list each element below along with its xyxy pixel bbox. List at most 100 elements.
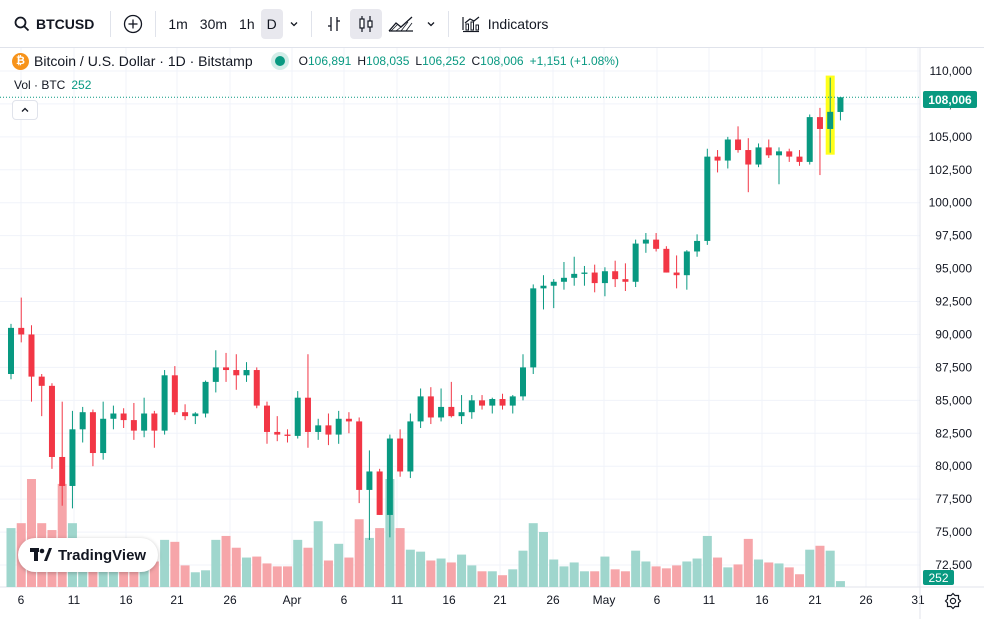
candle-body [345,418,352,422]
price-axis-label: 75,000 [935,525,972,539]
volume-bar [518,550,528,587]
time-axis-label: 26 [859,593,873,607]
candle-body [212,367,219,382]
symbol-search[interactable]: BTCUSD [0,0,104,47]
chart-settings-button[interactable] [944,592,964,612]
bitcoin-logo-icon: ₿ [12,52,29,70]
candle-body [704,156,711,241]
candle-body [448,406,455,417]
candle-body [38,376,45,386]
bars-style-button[interactable] [318,9,350,39]
volume-bar [672,565,682,587]
volume-bar [436,558,446,587]
candle-body [356,421,363,490]
indicators-button[interactable]: Indicators [455,9,555,39]
area-chart-icon [388,14,414,34]
series-title[interactable]: Bitcoin / U.S. Dollar · 1D · Bitstamp [34,53,253,69]
area-style-button[interactable] [382,9,420,39]
volume-bar [467,565,477,587]
price-axis-label: 102,500 [929,163,973,177]
volume-bar [139,569,149,587]
open-value: 106,891 [307,54,352,68]
volume-bar [211,539,221,587]
candle-body [683,251,690,276]
time-axis-label: 21 [808,593,822,607]
candle-body [673,272,680,276]
indicators-icon [461,14,481,34]
candle-body [724,139,731,161]
candle-body [417,396,424,422]
toolbar-divider [155,10,157,37]
volume-bar [774,563,784,587]
candle-body [130,420,137,431]
chevron-up-icon [20,105,30,115]
candle-body [243,370,250,376]
interval-1m-button[interactable]: 1m [168,15,188,32]
candle-body [335,418,342,435]
compare-button[interactable] [117,9,149,39]
candle-body [479,400,486,406]
volume-bar [426,560,436,587]
high-value: 108,035 [366,54,410,68]
volume-bar [794,574,804,587]
volume-bar [477,571,487,587]
interval-1h-button[interactable]: 1h [239,15,255,32]
candle-body [571,273,578,278]
candle-body [530,288,537,368]
volume-bar [252,556,262,587]
candle-body [622,279,629,282]
candle-body [581,272,588,274]
volume-bar [713,557,723,587]
volume-bar [784,567,794,587]
candle-body [100,418,107,454]
collapse-legend-button[interactable] [12,100,38,120]
candle-body [653,239,660,249]
volume-bar [334,543,344,587]
candle-body [294,397,301,436]
volume-bar [538,532,548,587]
time-axis-label: 16 [755,593,769,607]
time-axis-label: 11 [68,593,81,607]
market-status-dot[interactable] [274,56,285,66]
volume-bar [590,571,600,587]
chevron-down-icon [289,19,299,29]
volume-bar [6,528,16,587]
candle-body [151,413,158,431]
open-key: O [298,54,308,68]
price-axis-label: 97,500 [935,229,972,243]
candle-body [745,150,752,165]
interval-dropdown-button[interactable] [283,9,305,39]
volume-bar [579,571,589,587]
volume-label[interactable]: Vol · BTC [14,78,66,92]
candle-body [468,400,475,413]
volume-bar [457,554,467,587]
volume-bar [600,556,610,587]
time-axis-label: 6 [341,593,348,607]
volume-bar [416,551,426,587]
volume-bar [631,550,641,587]
price-axis-label: 72,500 [935,558,972,572]
volume-bar [293,539,303,587]
tradingview-logo[interactable]: TradingView [18,538,159,572]
symbol-label: BTCUSD [36,15,95,32]
volume-bar [651,566,661,587]
time-axis-label: 21 [493,593,507,607]
candle-body [499,399,506,406]
chart-type-dropdown-button[interactable] [420,9,442,39]
candle-body [489,399,496,406]
volume-bar [170,541,180,587]
candle-body [59,456,66,486]
volume-bar [262,563,272,587]
candle-body [304,397,311,432]
candle-body [79,412,86,430]
volume-bar [549,559,559,587]
interval-d-button[interactable]: D [260,8,283,39]
candle-body [550,281,557,286]
time-axis-label: 31 [911,593,925,607]
interval-30m-button[interactable]: 30m [199,15,228,32]
time-axis-label: 11 [391,593,404,607]
candles-style-button[interactable] [349,8,382,39]
price-axis-label: 92,500 [935,295,972,309]
volume-bar [610,569,620,587]
